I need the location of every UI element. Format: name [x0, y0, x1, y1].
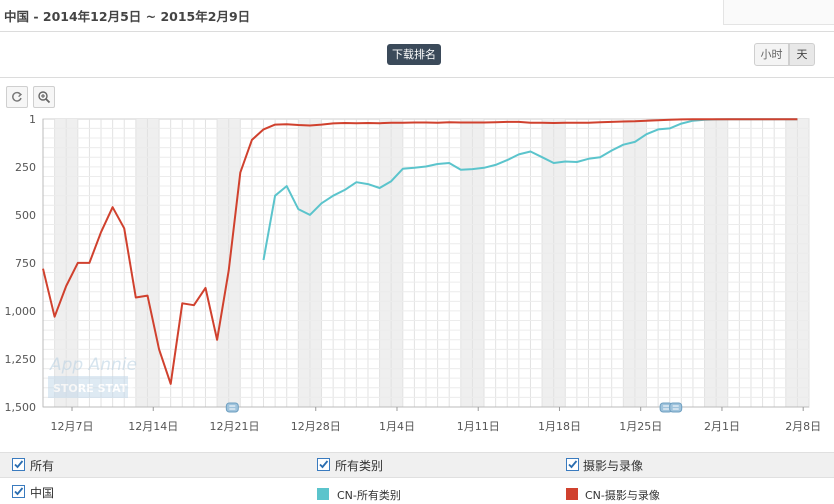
download-rank-button[interactable]: 下载排名: [387, 44, 441, 65]
y-tick-label: 1,250: [5, 353, 37, 366]
ranking-line-chart: App Annie STORE STATS 1 250 500 750 1,000 1,2…: [5, 113, 822, 433]
series-b-swatch[interactable]: [566, 488, 578, 500]
x-tick-label: 12月14日: [128, 420, 178, 433]
checkbox-photo-video[interactable]: [566, 458, 579, 471]
y-tick-label: 1,000: [5, 305, 37, 318]
legend-photo-video-label: 摄影与录像: [583, 459, 644, 473]
reset-icon: [12, 91, 23, 102]
event-marker-icon: [669, 402, 683, 413]
legend-filter-row: 所有 所有类别 摄影与录像: [0, 452, 834, 478]
legend-all-categories-label: 所有类别: [335, 459, 384, 473]
y-tick-label: 1: [29, 113, 36, 126]
x-axis-ticks: 12月7日 12月14日 12月21日 12月28日 1月4日 1月11日 1月18日 1月2…: [51, 407, 821, 433]
watermark-line2: STORE STATS: [53, 382, 135, 395]
checkmark-icon: [14, 460, 24, 469]
checkmark-icon: [568, 460, 578, 469]
divider-top: [0, 31, 834, 32]
bubble-body: [669, 402, 683, 413]
y-tick-label: 750: [15, 257, 36, 270]
checkbox-all-categories[interactable]: [317, 458, 330, 471]
legend-country-label: 中国: [30, 486, 55, 500]
zoom-in-icon: [38, 91, 51, 104]
hour-toggle-button[interactable]: 小时: [754, 43, 789, 66]
y-axis-ticks: 1 250 500 750 1,000 1,250 1,500: [5, 113, 37, 414]
zoom-in-button[interactable]: [33, 86, 55, 108]
event-markers: [225, 402, 683, 413]
legend-series-row: 中国 CN-所有类别 CN-摄影与录像: [0, 480, 834, 504]
top-right-panel: [723, 0, 834, 25]
checkbox-country[interactable]: [12, 485, 25, 498]
y-tick-label: 250: [15, 161, 36, 174]
reset-zoom-button[interactable]: [6, 86, 28, 108]
series-lines: [42, 118, 798, 385]
x-tick-label: 12月28日: [291, 420, 341, 433]
divider-toolbar: [0, 77, 834, 78]
series-a-label: CN-所有类别: [337, 489, 401, 502]
x-tick-label: 1月25日: [619, 420, 662, 433]
checkmark-icon: [319, 460, 329, 469]
series-b-label: CN-摄影与录像: [585, 489, 660, 502]
event-marker-icon: [225, 402, 239, 413]
series-line-photo-video: [42, 118, 798, 385]
watermark-line1: App Annie: [49, 355, 137, 375]
grid-lines: [42, 119, 810, 408]
checkbox-all[interactable]: [12, 458, 25, 471]
x-tick-label: 1月4日: [379, 420, 415, 433]
bubble-body: [225, 402, 239, 413]
x-tick-label: 12月21日: [210, 420, 260, 433]
day-toggle-button[interactable]: 天: [789, 43, 815, 66]
y-tick-label: 1,500: [5, 401, 37, 414]
x-tick-label: 1月18日: [538, 420, 581, 433]
checkmark-icon: [14, 487, 24, 496]
x-tick-label: 2月8日: [785, 420, 821, 433]
x-tick-label: 1月11日: [457, 420, 500, 433]
watermark: App Annie STORE STATS: [48, 355, 137, 398]
watermark-badge: [48, 376, 128, 398]
y-tick-label: 500: [15, 209, 36, 222]
x-tick-label: 2月1日: [704, 420, 740, 433]
page-title: 中国 - 2014年12月5日 ~ 2015年2月9日: [4, 9, 251, 24]
series-a-swatch[interactable]: [317, 488, 329, 500]
legend-all-label: 所有: [30, 459, 55, 473]
x-tick-label: 12月7日: [51, 420, 94, 433]
